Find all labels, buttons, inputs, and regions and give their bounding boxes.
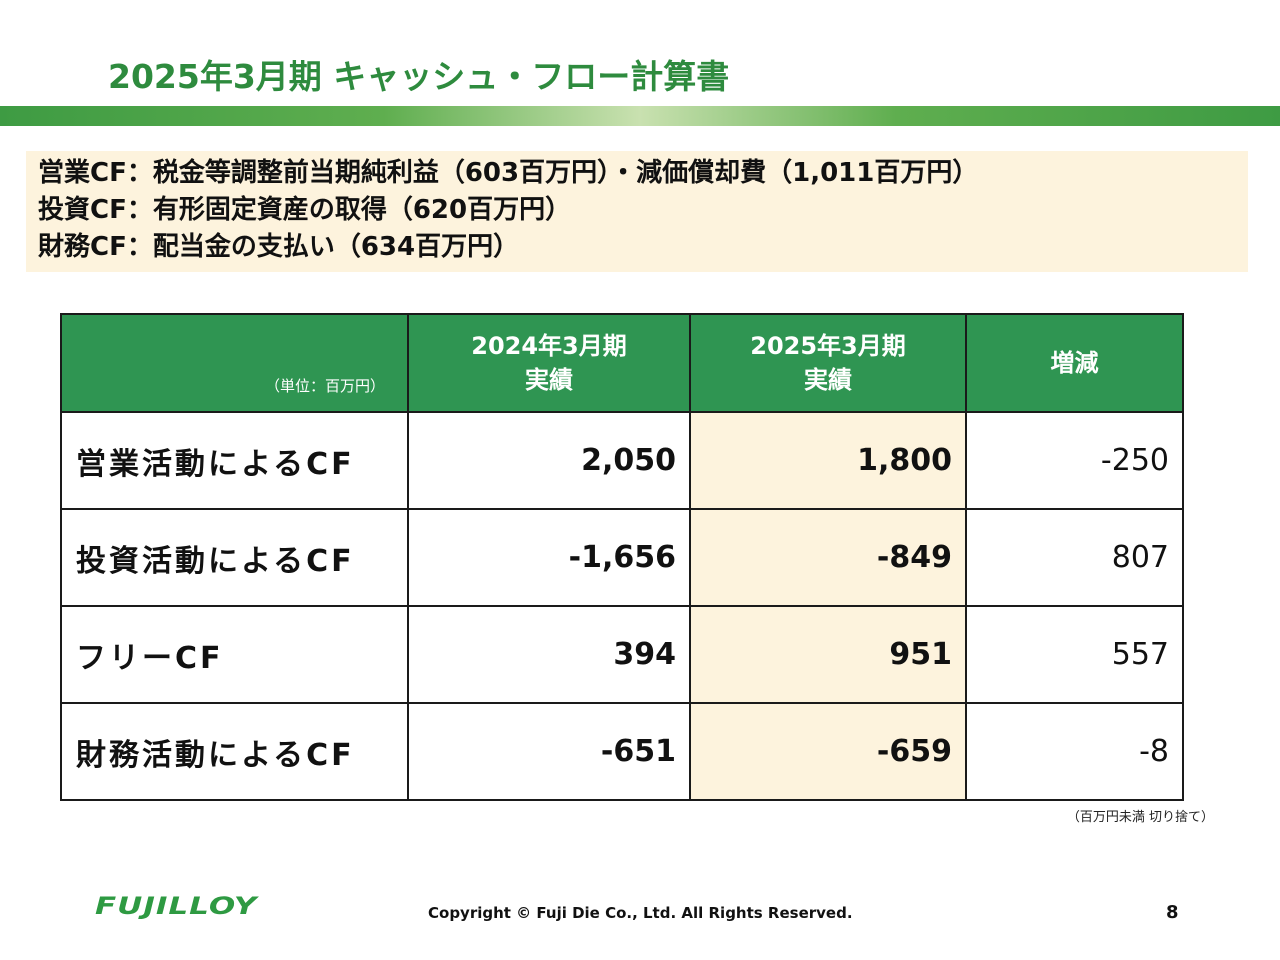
value-fy2024: -651 xyxy=(407,702,691,801)
summary-investing-cf: 投資CF：有形固定資産の取得（620百万円） xyxy=(38,195,572,225)
row-label: フリーCF xyxy=(60,605,409,704)
summary-financing-cf: 財務CF：配当金の支払い（634百万円） xyxy=(38,232,520,262)
header-fy2024: 2024年3月期 実績 xyxy=(407,313,691,413)
unit-label: （単位：百万円） xyxy=(264,377,385,395)
summary-operating-cf: 営業CF：税金等調整前当期純利益（603百万円）・減価償却費（1,011百万円） xyxy=(38,158,979,188)
value-fy2025: 951 xyxy=(689,605,967,704)
copyright-text: Copyright © Fuji Die Co., Ltd. All Right… xyxy=(428,904,853,922)
header-fy2025: 2025年3月期 実績 xyxy=(689,313,967,413)
table-header-row: （単位：百万円） 2024年3月期 実績 2025年3月期 実績 増減 xyxy=(60,313,1184,413)
header-change-label: 増減 xyxy=(1050,349,1099,377)
row-label: 営業活動によるCF xyxy=(60,411,409,510)
value-fy2025: -659 xyxy=(689,702,967,801)
value-fy2025: 1,800 xyxy=(689,411,967,510)
value-fy2024: 2,050 xyxy=(407,411,691,510)
header-fy2024-type: 実績 xyxy=(525,366,573,394)
value-change: -250 xyxy=(965,411,1184,510)
rounding-note: （百万円未満 切り捨て） xyxy=(1066,810,1214,825)
value-change: 807 xyxy=(965,508,1184,607)
table-row: 投資活動によるCF -1,656 -849 807 xyxy=(60,508,1184,607)
header-fy2025-period: 2025年3月期 xyxy=(750,332,906,360)
row-label: 投資活動によるCF xyxy=(60,508,409,607)
summary-box: 営業CF：税金等調整前当期純利益（603百万円）・減価償却費（1,011百万円）… xyxy=(26,151,1248,272)
table-row: フリーCF 394 951 557 xyxy=(60,605,1184,704)
header-fy2025-type: 実績 xyxy=(804,366,852,394)
company-logo: FUJILLOY xyxy=(95,892,258,921)
table-row: 営業活動によるCF 2,050 1,800 -250 xyxy=(60,411,1184,510)
value-change: 557 xyxy=(965,605,1184,704)
value-fy2025: -849 xyxy=(689,508,967,607)
value-change: -8 xyxy=(965,702,1184,801)
header-fy2024-period: 2024年3月期 xyxy=(471,332,627,360)
table-row: 財務活動によるCF -651 -659 -8 xyxy=(60,702,1184,801)
page-number: 8 xyxy=(1166,902,1179,923)
value-fy2024: 394 xyxy=(407,605,691,704)
header-unit-cell: （単位：百万円） xyxy=(60,313,409,413)
value-fy2024: -1,656 xyxy=(407,508,691,607)
row-label: 財務活動によるCF xyxy=(60,702,409,801)
page-title: 2025年3月期 キャッシュ・フロー計算書 xyxy=(108,57,730,96)
title-divider-bar xyxy=(0,106,1280,126)
cash-flow-table: （単位：百万円） 2024年3月期 実績 2025年3月期 実績 増減 営業活動… xyxy=(60,313,1184,801)
header-change: 増減 xyxy=(965,313,1184,413)
